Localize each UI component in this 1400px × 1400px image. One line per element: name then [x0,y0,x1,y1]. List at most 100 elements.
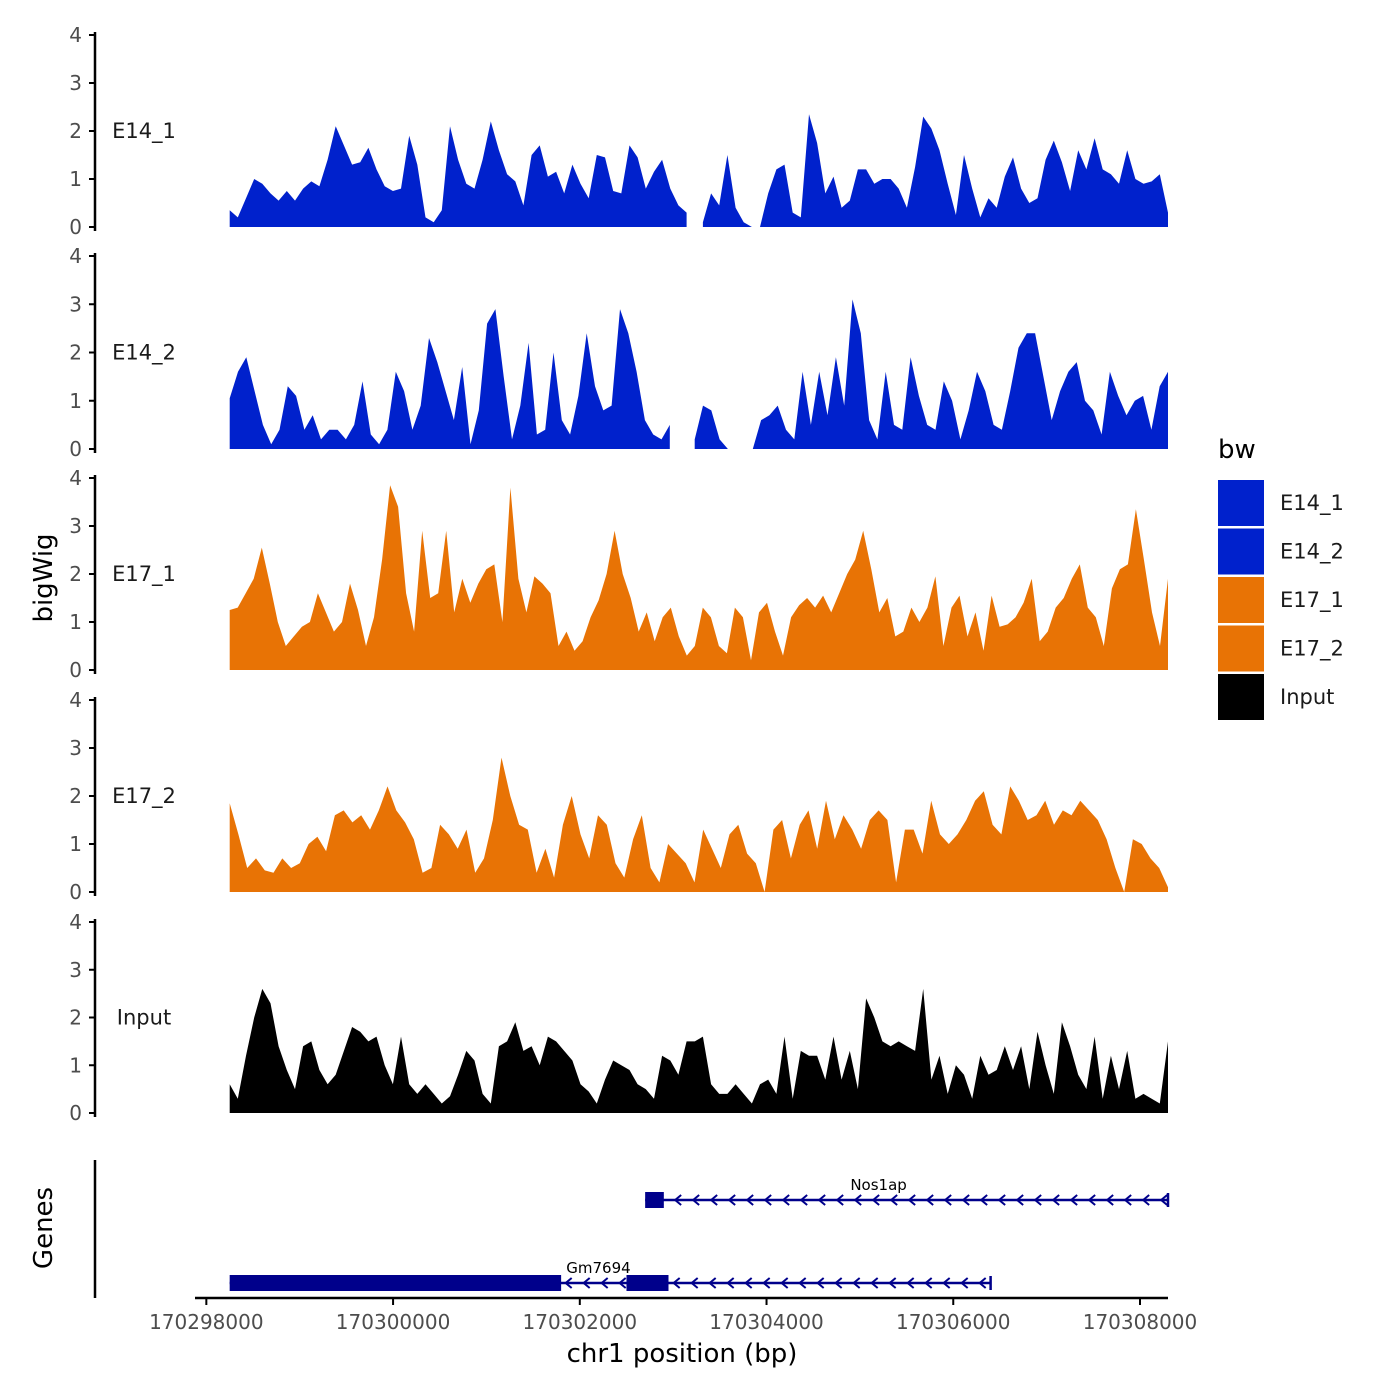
track-label-E17_1: E17_1 [112,562,176,587]
strand-chevron [961,1194,970,1206]
y-tick-label: 0 [69,437,82,461]
strand-chevron [943,1194,952,1206]
area-E17_1 [229,485,1168,670]
y-tick-label: 3 [69,958,82,982]
x-axis-title: chr1 position (bp) [567,1339,798,1369]
strand-chevron [870,1277,879,1289]
strand-chevron [709,1194,718,1206]
strand-chevron [835,1194,844,1206]
y-tick-label: 3 [69,514,82,538]
strand-chevron [888,1277,897,1289]
track-Input: 0 1 2 3 4 Input [69,910,1168,1125]
strand-chevron [871,1194,880,1206]
strand-chevron [925,1194,934,1206]
legend-label-E17_1: E17_1 [1280,588,1344,613]
strand-chevron [852,1277,861,1289]
strand-chevron [1033,1194,1042,1206]
strand-chevron [744,1277,753,1289]
y-tick-label: 0 [69,880,82,904]
strand-chevron [853,1194,862,1206]
legend-swatch-E17_2 [1218,625,1264,672]
y-tick-label: 3 [69,736,82,760]
track-E17_1: 0 1 2 3 4 E17_1 [69,466,1168,682]
strand-chevron [780,1277,789,1289]
strand-chevron [708,1277,717,1289]
x-tick-label: 170304000 [709,1310,824,1334]
legend-label-E14_1: E14_1 [1280,491,1344,516]
y-tick-label: 4 [69,466,82,490]
area-E14_2 [694,299,1168,449]
y-tick-label: 0 [69,1101,82,1125]
strand-chevron [564,1277,573,1289]
legend-swatch-E17_1 [1218,577,1264,623]
signal-tracks: 0 1 2 3 4 E14_1 0 1 2 3 4 E14_2 0 1 2 3 4 E17_1 0 1 2 3 4 E17_2… [69,23,1168,1125]
strand-chevron [600,1277,609,1289]
strand-chevron [1087,1194,1096,1206]
y-tick-label: 0 [69,215,82,239]
legend-swatch-E14_2 [1218,528,1264,575]
legend-label-Input: Input [1280,685,1334,709]
y-tick-label: 1 [69,832,82,856]
strand-chevron [924,1277,933,1289]
strand-chevron [942,1277,951,1289]
gene-Nos1ap: Nos1ap [645,1176,1170,1208]
area-E14_1 [702,114,1168,227]
strand-chevron [727,1194,736,1206]
gene-exon [645,1192,664,1208]
strand-chevron [816,1277,825,1289]
strand-chevron [673,1194,682,1206]
gene-track: Nos1ap Gm7694 [93,1160,1170,1298]
strand-chevron [799,1194,808,1206]
strand-chevron [889,1194,898,1206]
strand-chevron [906,1277,915,1289]
y-tick-label: 2 [69,784,82,808]
x-tick-label: 170298000 [149,1310,264,1334]
gene-label: Nos1ap [850,1176,906,1194]
gene-label: Gm7694 [566,1259,630,1277]
x-tick-label: 170302000 [523,1310,638,1334]
y-tick-label: 1 [69,1053,82,1077]
strand-chevron [834,1277,843,1289]
strand-chevron [960,1277,969,1289]
strand-chevron [1015,1194,1024,1206]
area-E14_2 [229,309,670,449]
y-tick-label: 1 [69,167,82,191]
y-tick-label: 3 [69,292,82,316]
strand-chevron [798,1277,807,1289]
strand-chevron [672,1277,681,1289]
y-tick-label: 4 [69,244,82,268]
y-tick-label: 1 [69,610,82,634]
strand-chevron [978,1277,987,1289]
y-tick-label: 2 [69,341,82,365]
area-E17_2 [229,757,1168,892]
legend-label-E14_2: E14_2 [1280,540,1344,565]
strand-chevron [690,1277,699,1289]
strand-chevron [781,1194,790,1206]
area-Input [229,988,1168,1113]
strand-chevron [763,1194,772,1206]
legend-swatch-Input [1218,674,1264,720]
track-label-E14_2: E14_2 [112,341,176,366]
track-E14_2: 0 1 2 3 4 E14_2 [69,244,1168,461]
gene-exon [229,1275,562,1291]
y-tick-label: 4 [69,910,82,934]
legend-title: bw [1218,435,1256,465]
track-label-E17_2: E17_2 [112,784,176,809]
track-E17_2: 0 1 2 3 4 E17_2 [69,688,1168,904]
y-tick-label: 4 [69,23,82,47]
x-tick-label: 170308000 [1083,1310,1198,1334]
strand-chevron [907,1194,916,1206]
gene-Gm7694: Gm7694 [229,1259,992,1291]
gene-exon [626,1275,669,1291]
strand-chevron [1105,1194,1114,1206]
track-E14_1: 0 1 2 3 4 E14_1 [69,23,1168,239]
strand-chevron [979,1194,988,1206]
y-tick-label: 4 [69,688,82,712]
y-tick-label: 3 [69,71,82,95]
strand-chevron [1141,1194,1150,1206]
genes-track-title: Genes [29,1187,59,1269]
strand-chevron [1051,1194,1060,1206]
strand-chevron [745,1194,754,1206]
strand-chevron [817,1194,826,1206]
